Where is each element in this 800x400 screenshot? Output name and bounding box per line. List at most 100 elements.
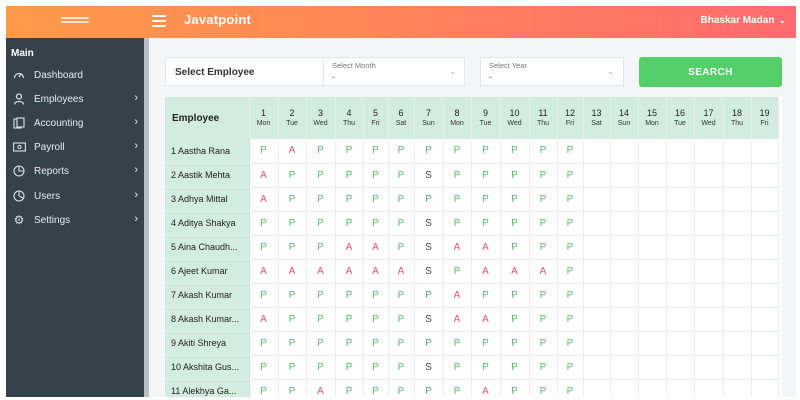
brand-logo[interactable] bbox=[61, 17, 89, 25]
sidebar-item-dashboard[interactable]: Dashboard bbox=[6, 65, 144, 85]
attendance-cell[interactable] bbox=[666, 187, 695, 212]
attendance-cell[interactable] bbox=[723, 307, 752, 332]
attendance-cell[interactable] bbox=[638, 139, 667, 164]
attendance-cell[interactable]: A bbox=[471, 259, 501, 284]
attendance-cell[interactable]: P bbox=[306, 355, 336, 380]
attendance-cell[interactable] bbox=[751, 331, 779, 356]
attendance-cell[interactable]: P bbox=[278, 355, 307, 380]
attendance-cell[interactable]: P bbox=[529, 379, 558, 397]
attendance-cell[interactable]: P bbox=[529, 235, 558, 260]
attendance-cell[interactable] bbox=[723, 211, 752, 236]
employee-name[interactable]: 5 Aina Chaudh... bbox=[165, 235, 250, 260]
employee-name[interactable]: 3 Adhya Mittal bbox=[165, 187, 250, 212]
attendance-cell[interactable] bbox=[751, 163, 779, 188]
sidebar-item-payroll[interactable]: Payroll › bbox=[6, 137, 144, 157]
attendance-cell[interactable] bbox=[694, 379, 724, 397]
attendance-cell[interactable] bbox=[751, 307, 779, 332]
menu-toggle-icon[interactable] bbox=[152, 15, 166, 27]
attendance-cell[interactable]: P bbox=[557, 331, 584, 356]
attendance-cell[interactable]: P bbox=[388, 283, 415, 308]
attendance-cell[interactable]: P bbox=[306, 307, 336, 332]
attendance-cell[interactable]: A bbox=[388, 259, 415, 284]
employee-name[interactable]: 9 Akiti Shreya bbox=[165, 331, 250, 356]
attendance-cell[interactable]: P bbox=[363, 187, 389, 212]
attendance-cell[interactable] bbox=[583, 211, 611, 236]
attendance-cell[interactable]: P bbox=[335, 139, 364, 164]
attendance-cell[interactable] bbox=[638, 187, 667, 212]
attendance-cell[interactable] bbox=[638, 331, 667, 356]
attendance-cell[interactable]: P bbox=[388, 331, 415, 356]
employee-name[interactable]: 1 Aastha Rana bbox=[165, 139, 250, 164]
attendance-cell[interactable] bbox=[666, 259, 695, 284]
user-menu[interactable]: Bhaskar Madan ⌄ bbox=[701, 15, 786, 26]
attendance-cell[interactable]: P bbox=[471, 211, 501, 236]
attendance-cell[interactable]: P bbox=[443, 139, 472, 164]
attendance-cell[interactable]: P bbox=[335, 355, 364, 380]
attendance-cell[interactable]: P bbox=[335, 307, 364, 332]
attendance-cell[interactable] bbox=[751, 379, 779, 397]
attendance-cell[interactable]: A bbox=[335, 235, 364, 260]
attendance-cell[interactable]: P bbox=[388, 307, 415, 332]
attendance-cell[interactable]: P bbox=[306, 283, 336, 308]
attendance-cell[interactable] bbox=[610, 211, 639, 236]
attendance-cell[interactable]: P bbox=[500, 163, 530, 188]
attendance-cell[interactable]: P bbox=[414, 331, 444, 356]
table-row[interactable]: 7 Akash Kumar P P P P P P P A P P P P bbox=[165, 283, 779, 308]
attendance-cell[interactable] bbox=[666, 139, 695, 164]
employee-name[interactable]: 4 Aditya Shakya bbox=[165, 211, 250, 236]
attendance-cell[interactable]: S bbox=[414, 163, 444, 188]
attendance-cell[interactable]: A bbox=[306, 379, 336, 397]
attendance-cell[interactable]: P bbox=[363, 331, 389, 356]
attendance-cell[interactable]: S bbox=[414, 355, 444, 380]
attendance-cell[interactable]: P bbox=[388, 235, 415, 260]
attendance-cell[interactable]: P bbox=[363, 355, 389, 380]
attendance-cell[interactable]: P bbox=[363, 379, 389, 397]
attendance-cell[interactable]: P bbox=[278, 283, 307, 308]
attendance-cell[interactable]: P bbox=[529, 307, 558, 332]
attendance-cell[interactable]: A bbox=[278, 139, 307, 164]
attendance-cell[interactable]: A bbox=[249, 307, 279, 332]
attendance-cell[interactable] bbox=[638, 211, 667, 236]
attendance-cell[interactable] bbox=[751, 355, 779, 380]
attendance-cell[interactable] bbox=[638, 379, 667, 397]
attendance-cell[interactable]: P bbox=[529, 211, 558, 236]
attendance-cell[interactable]: P bbox=[249, 211, 279, 236]
attendance-cell[interactable] bbox=[666, 235, 695, 260]
attendance-cell[interactable]: P bbox=[529, 139, 558, 164]
table-row[interactable]: 2 Aastik Mehta A P P P P P S P P P P P bbox=[165, 163, 779, 188]
attendance-cell[interactable] bbox=[694, 355, 724, 380]
attendance-cell[interactable]: P bbox=[306, 163, 336, 188]
attendance-cell[interactable] bbox=[610, 307, 639, 332]
attendance-cell[interactable] bbox=[610, 187, 639, 212]
attendance-cell[interactable]: P bbox=[306, 139, 336, 164]
attendance-cell[interactable]: P bbox=[335, 211, 364, 236]
attendance-cell[interactable] bbox=[751, 139, 779, 164]
attendance-cell[interactable]: P bbox=[335, 283, 364, 308]
attendance-cell[interactable]: P bbox=[363, 283, 389, 308]
attendance-cell[interactable] bbox=[723, 283, 752, 308]
attendance-cell[interactable]: A bbox=[363, 235, 389, 260]
attendance-cell[interactable]: P bbox=[249, 331, 279, 356]
attendance-cell[interactable] bbox=[610, 163, 639, 188]
attendance-cell[interactable] bbox=[610, 139, 639, 164]
attendance-cell[interactable]: P bbox=[278, 235, 307, 260]
attendance-cell[interactable] bbox=[723, 163, 752, 188]
sidebar-item-reports[interactable]: Reports › bbox=[6, 161, 144, 181]
attendance-cell[interactable]: P bbox=[500, 211, 530, 236]
table-row[interactable]: 9 Akiti Shreya P P P P P P P P P P P P bbox=[165, 331, 779, 356]
attendance-cell[interactable] bbox=[583, 307, 611, 332]
attendance-cell[interactable] bbox=[723, 139, 752, 164]
attendance-cell[interactable]: P bbox=[443, 379, 472, 397]
attendance-cell[interactable] bbox=[583, 259, 611, 284]
attendance-cell[interactable]: P bbox=[529, 355, 558, 380]
attendance-cell[interactable]: P bbox=[557, 307, 584, 332]
attendance-cell[interactable]: P bbox=[388, 211, 415, 236]
attendance-cell[interactable] bbox=[610, 355, 639, 380]
attendance-cell[interactable]: P bbox=[388, 355, 415, 380]
attendance-cell[interactable]: P bbox=[500, 355, 530, 380]
table-row[interactable]: 11 Alekhya Ga... P P A P P P P P A P P P bbox=[165, 379, 779, 397]
attendance-cell[interactable] bbox=[723, 355, 752, 380]
attendance-cell[interactable] bbox=[583, 187, 611, 212]
attendance-cell[interactable] bbox=[610, 235, 639, 260]
attendance-cell[interactable]: S bbox=[414, 259, 444, 284]
